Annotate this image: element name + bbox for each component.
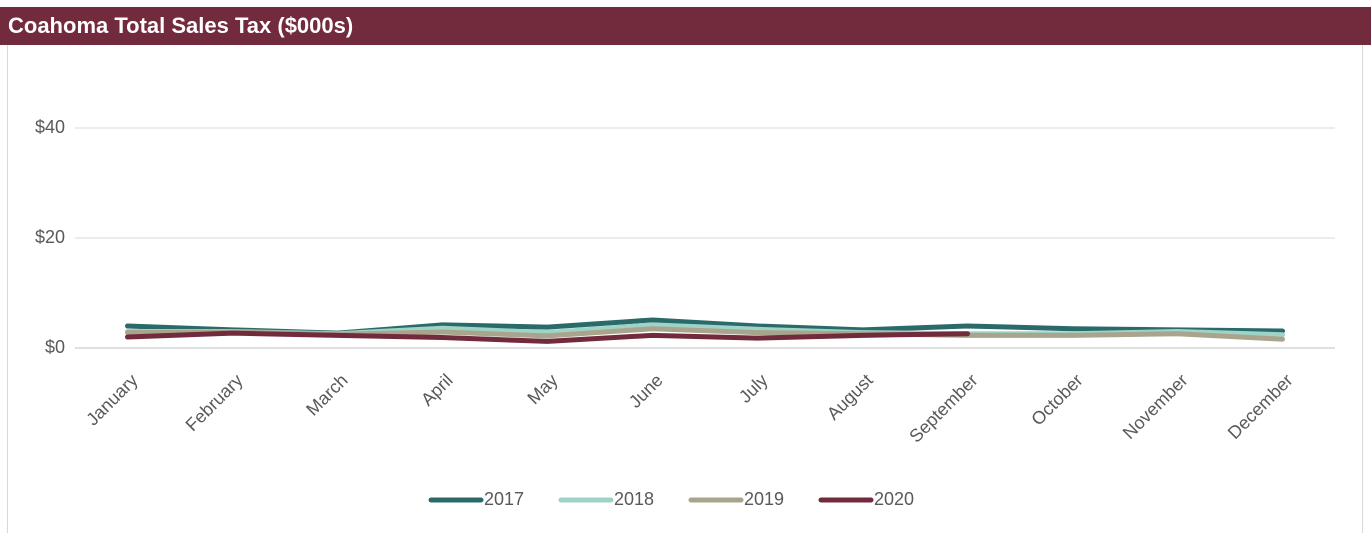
legend-label: 2020 bbox=[874, 489, 914, 509]
x-tick-label: July bbox=[735, 370, 772, 407]
chart-title: Coahoma Total Sales Tax ($000s) bbox=[0, 7, 1371, 45]
x-tick-label: April bbox=[417, 370, 457, 410]
x-tick-label: November bbox=[1119, 370, 1192, 443]
x-tick-label: August bbox=[823, 370, 877, 424]
y-tick-label: $40 bbox=[35, 117, 65, 137]
y-tick-label: $0 bbox=[45, 337, 65, 357]
series-line bbox=[125, 330, 970, 344]
legend-label: 2019 bbox=[744, 489, 784, 509]
x-tick-label: January bbox=[82, 370, 141, 429]
y-tick-label: $20 bbox=[35, 227, 65, 247]
x-tick-label: October bbox=[1027, 370, 1086, 429]
x-tick-label: June bbox=[625, 370, 667, 412]
legend-label: 2018 bbox=[614, 489, 654, 509]
x-tick-label: February bbox=[182, 370, 247, 435]
x-tick-label: March bbox=[302, 370, 352, 420]
x-tick-label: May bbox=[523, 370, 561, 408]
x-tick-label: December bbox=[1224, 370, 1297, 443]
x-tick-label: September bbox=[905, 370, 981, 446]
legend-label: 2017 bbox=[484, 489, 524, 509]
chart-frame bbox=[7, 45, 1363, 533]
